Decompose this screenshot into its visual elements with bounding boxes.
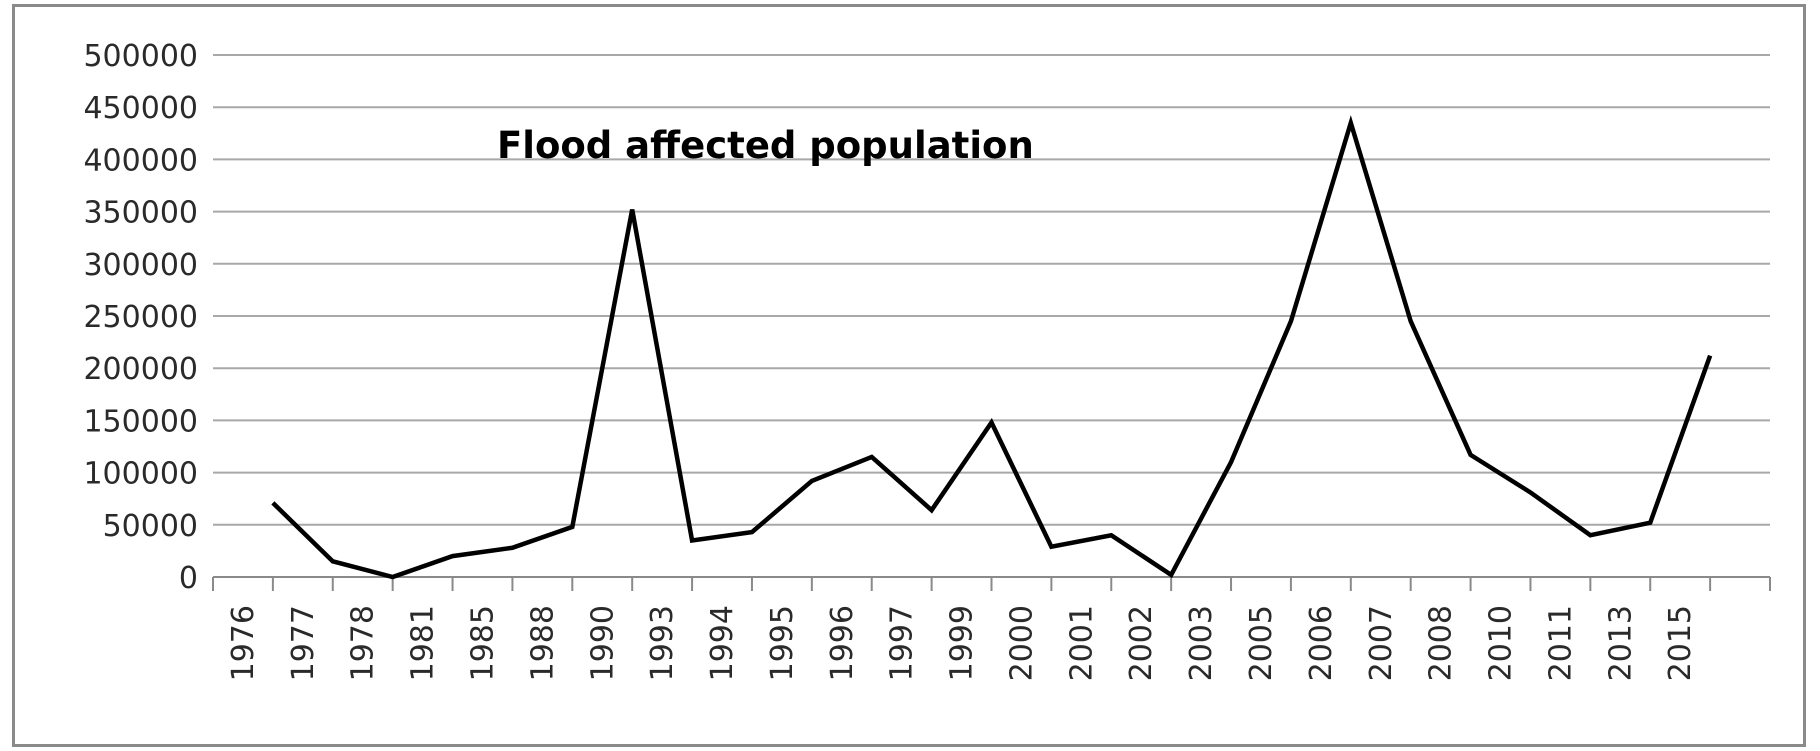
x-tick-label: 2006 [1304,605,1339,681]
y-tick-label: 300000 [83,248,198,283]
x-tick-label: 1995 [765,605,800,681]
chart-title: Flood affected population [497,124,1034,167]
x-tick-label: 2005 [1244,605,1279,681]
x-tick-label: 1977 [286,605,321,681]
x-tick-label: 2010 [1484,605,1519,681]
y-tick-label: 450000 [83,91,198,126]
x-tick-label: 2015 [1663,605,1698,681]
chart-frame [12,4,1806,747]
x-tick-label: 1994 [705,605,740,681]
x-tick-label: 1993 [645,605,680,681]
x-tick-label: 2013 [1603,605,1638,681]
y-tick-label: 350000 [83,196,198,231]
x-axis [212,576,1771,591]
x-tick-label: 2011 [1543,605,1578,681]
x-tick-label: 1997 [885,605,920,681]
x-tick-label: 1999 [945,605,980,681]
x-tick-label: 2007 [1364,605,1399,681]
series-line [271,115,1713,580]
x-tick-label: 2003 [1184,605,1219,681]
x-tick-label: 1978 [346,605,381,681]
x-tick-label: 1981 [406,605,441,681]
y-tick-label: 0 [179,561,198,596]
x-axis-tick-labels: 1976 1977 1978 1981 1985 1988 1990 1993 1994 1995… [226,605,1698,681]
y-tick-label: 400000 [83,143,198,178]
x-tick-label: 1990 [585,605,620,681]
series-layer [271,115,1713,580]
y-axis-tick-labels: 0 50000 100000 150000 200000 250000 300000 3500… [83,39,198,596]
x-tick-label: 2002 [1124,605,1159,681]
y-tick-label: 100000 [83,457,198,492]
x-tick-label: 1996 [825,605,860,681]
gridlines [213,54,1770,526]
x-tick-label: 1976 [226,605,261,681]
x-tick-label: 2008 [1424,605,1459,681]
x-tick-label: 2000 [1004,605,1039,681]
y-tick-label: 500000 [83,39,198,74]
y-tick-label: 200000 [83,352,198,387]
y-tick-label: 50000 [103,509,198,544]
x-tick-label: 1985 [465,605,500,681]
y-tick-label: 150000 [83,404,198,439]
x-tick-label: 1988 [525,605,560,681]
x-tick-label: 2001 [1064,605,1099,681]
y-tick-label: 250000 [83,300,198,335]
